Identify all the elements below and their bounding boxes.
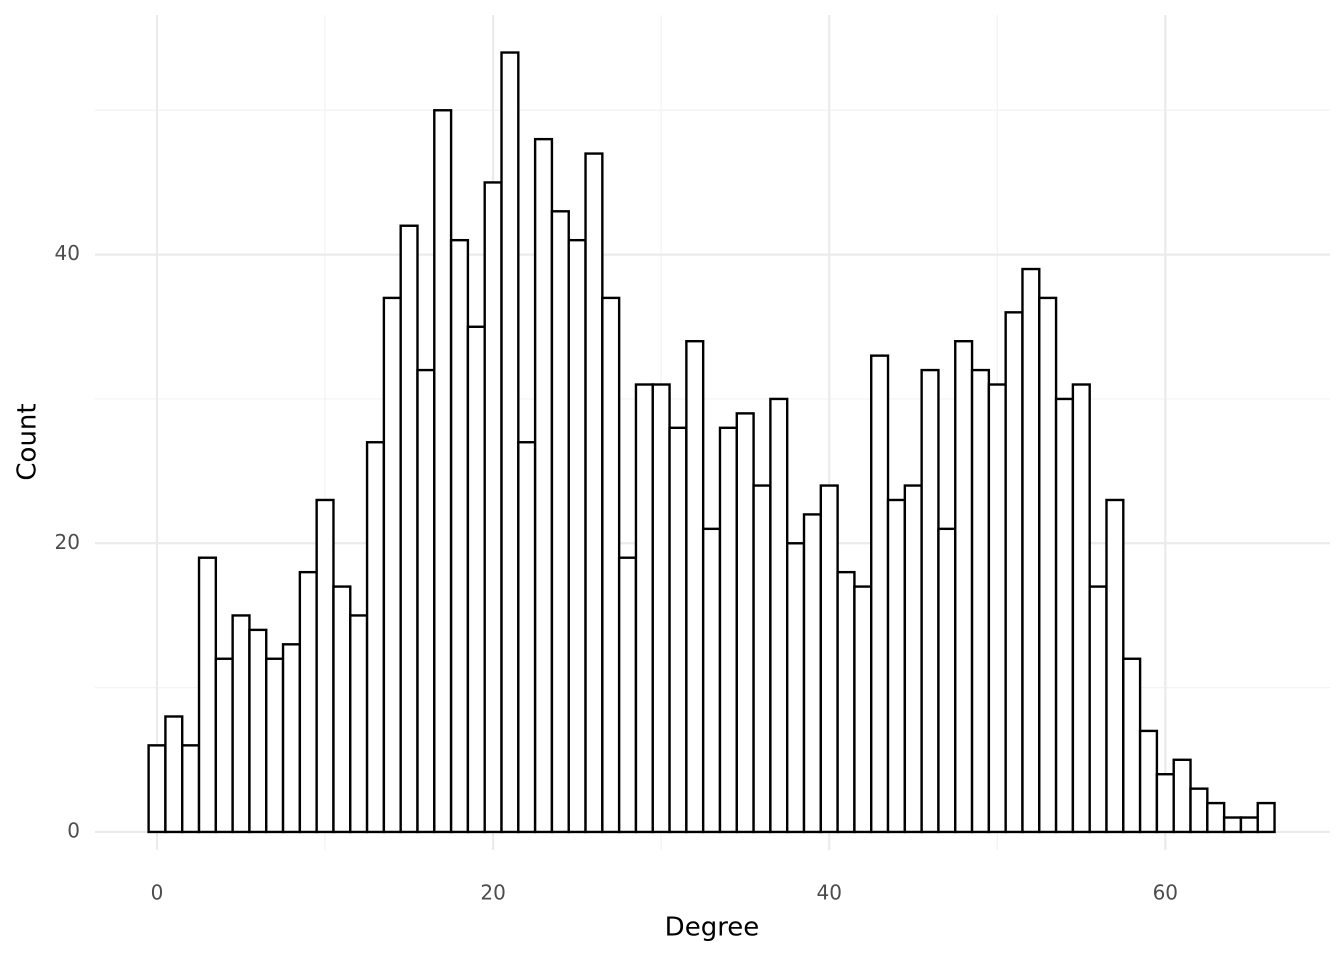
bar (886, 498, 907, 834)
bar (1222, 816, 1243, 834)
bar (1004, 311, 1024, 834)
bar (1071, 383, 1091, 834)
bar (954, 340, 974, 834)
bar (752, 484, 772, 834)
bar (987, 383, 1007, 834)
bar (769, 397, 789, 834)
y-tick-label: 0 (67, 818, 80, 842)
bar (164, 715, 184, 834)
x-axis-label: Degree (665, 913, 760, 943)
bar (214, 657, 234, 834)
bar (1138, 729, 1159, 834)
bar (718, 426, 738, 834)
bar (416, 368, 436, 834)
bar (1054, 397, 1075, 834)
x-tick-label: 60 (1153, 881, 1178, 905)
bar (1239, 816, 1259, 834)
bar (550, 210, 570, 834)
bar (315, 498, 335, 834)
bar (466, 325, 486, 834)
y-tick-label: 40 (55, 241, 80, 265)
bar (937, 527, 957, 834)
bar (1122, 657, 1142, 834)
bar (970, 368, 991, 834)
bar (1206, 801, 1226, 834)
bar (617, 556, 638, 834)
bar (181, 744, 201, 834)
bar (449, 238, 470, 834)
bar (1172, 758, 1192, 834)
bar (853, 585, 873, 834)
y-tick-label: 20 (55, 530, 80, 554)
bar (819, 484, 839, 834)
bar (634, 383, 654, 834)
bar (231, 614, 251, 834)
bar (785, 542, 806, 834)
bar (1256, 801, 1276, 834)
bar (248, 628, 268, 834)
x-tick-label: 0 (151, 881, 164, 905)
bar (433, 109, 453, 834)
bar (651, 383, 671, 834)
bar (735, 412, 755, 834)
bar (802, 513, 823, 834)
bar (668, 426, 688, 834)
bar (349, 614, 369, 834)
bar (685, 340, 705, 834)
bar (1189, 787, 1209, 834)
bar (382, 296, 402, 834)
bar (567, 238, 587, 834)
bar (265, 657, 285, 834)
x-tick-label: 40 (816, 881, 841, 905)
bar (500, 51, 520, 834)
bar (1088, 585, 1108, 834)
bar (1038, 296, 1058, 834)
bar (147, 744, 167, 834)
bar (903, 484, 923, 834)
bar (281, 643, 302, 834)
bar (517, 441, 537, 834)
bar (483, 181, 503, 834)
bar (701, 527, 722, 834)
bar (601, 296, 621, 834)
y-axis-label: Count (13, 403, 43, 480)
bar (870, 354, 890, 834)
bar (1105, 498, 1125, 834)
bar (298, 570, 318, 834)
bar (399, 224, 419, 834)
bar (920, 368, 940, 834)
bar (197, 556, 218, 834)
bar (365, 441, 386, 834)
bar (1021, 267, 1041, 834)
bar (836, 570, 856, 834)
bar (533, 137, 554, 834)
bar (584, 152, 604, 834)
bar (1155, 773, 1175, 834)
bar (332, 585, 352, 834)
x-tick-label: 20 (480, 881, 505, 905)
